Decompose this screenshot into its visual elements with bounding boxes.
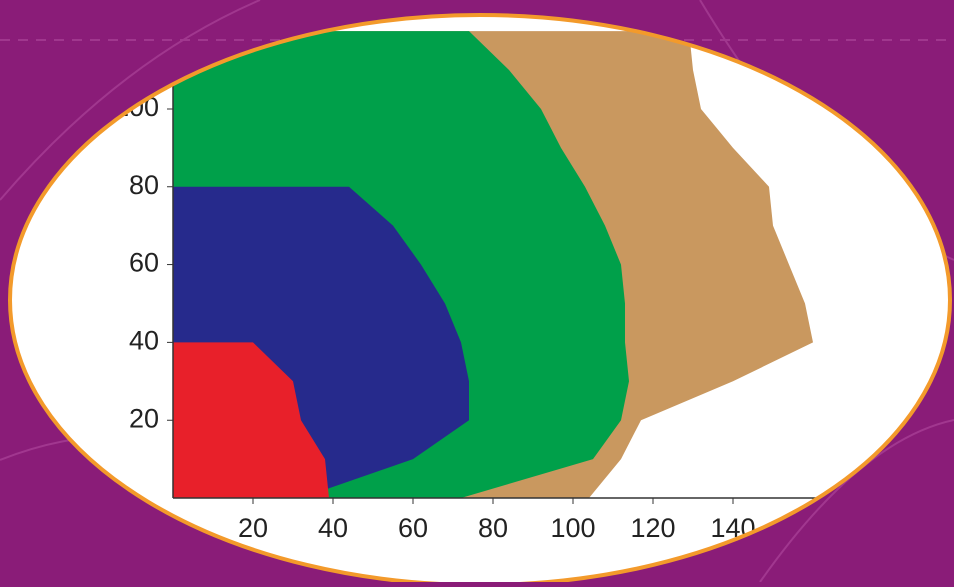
y-tick-label: 80 xyxy=(129,170,159,200)
y-tick-label: 20 xyxy=(129,403,159,433)
x-tick-label: 40 xyxy=(318,513,348,543)
y-tick-label: 60 xyxy=(129,248,159,278)
y-tick-label: 40 xyxy=(129,326,159,356)
x-tick-label: 80 xyxy=(478,513,508,543)
x-tick-label: 120 xyxy=(630,513,675,543)
region xyxy=(173,342,329,498)
x-tick-label: 100 xyxy=(550,513,595,543)
x-tick-label: 20 xyxy=(238,513,268,543)
x-tick-label: 60 xyxy=(398,513,428,543)
x-tick-label: 160 xyxy=(790,513,835,543)
